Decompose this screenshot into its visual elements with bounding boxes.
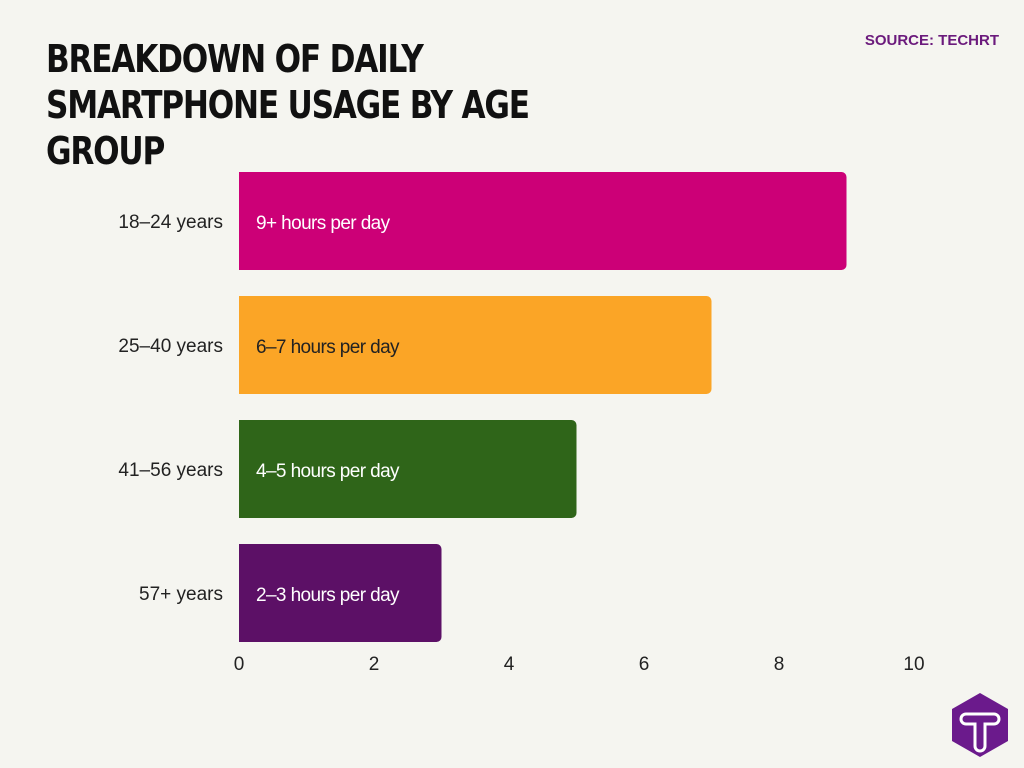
x-tick-label: 6 — [639, 654, 650, 675]
bar-data-label: 9+ hours per day — [256, 213, 391, 234]
source-label: SOURCE: TECHRT — [864, 32, 999, 49]
chart-title: Breakdown of Daily Smartphone Usage by A… — [46, 37, 530, 173]
x-tick-label: 0 — [234, 654, 245, 675]
bar — [239, 172, 847, 270]
x-tick-label: 2 — [369, 654, 380, 675]
category-label: 41–56 years — [118, 460, 223, 481]
bar — [239, 296, 712, 394]
bar — [239, 420, 577, 518]
x-tick-label: 8 — [774, 654, 785, 675]
bar-data-label: 4–5 hours per day — [256, 461, 400, 482]
x-tick-label: 4 — [504, 654, 515, 675]
category-label: 25–40 years — [118, 336, 223, 357]
bar-data-label: 2–3 hours per day — [256, 585, 400, 606]
bar-data-label: 6–7 hours per day — [256, 337, 400, 358]
category-label: 57+ years — [139, 584, 223, 605]
category-label: 18–24 years — [118, 212, 223, 233]
bar — [239, 544, 442, 642]
x-tick-label: 10 — [903, 654, 924, 675]
